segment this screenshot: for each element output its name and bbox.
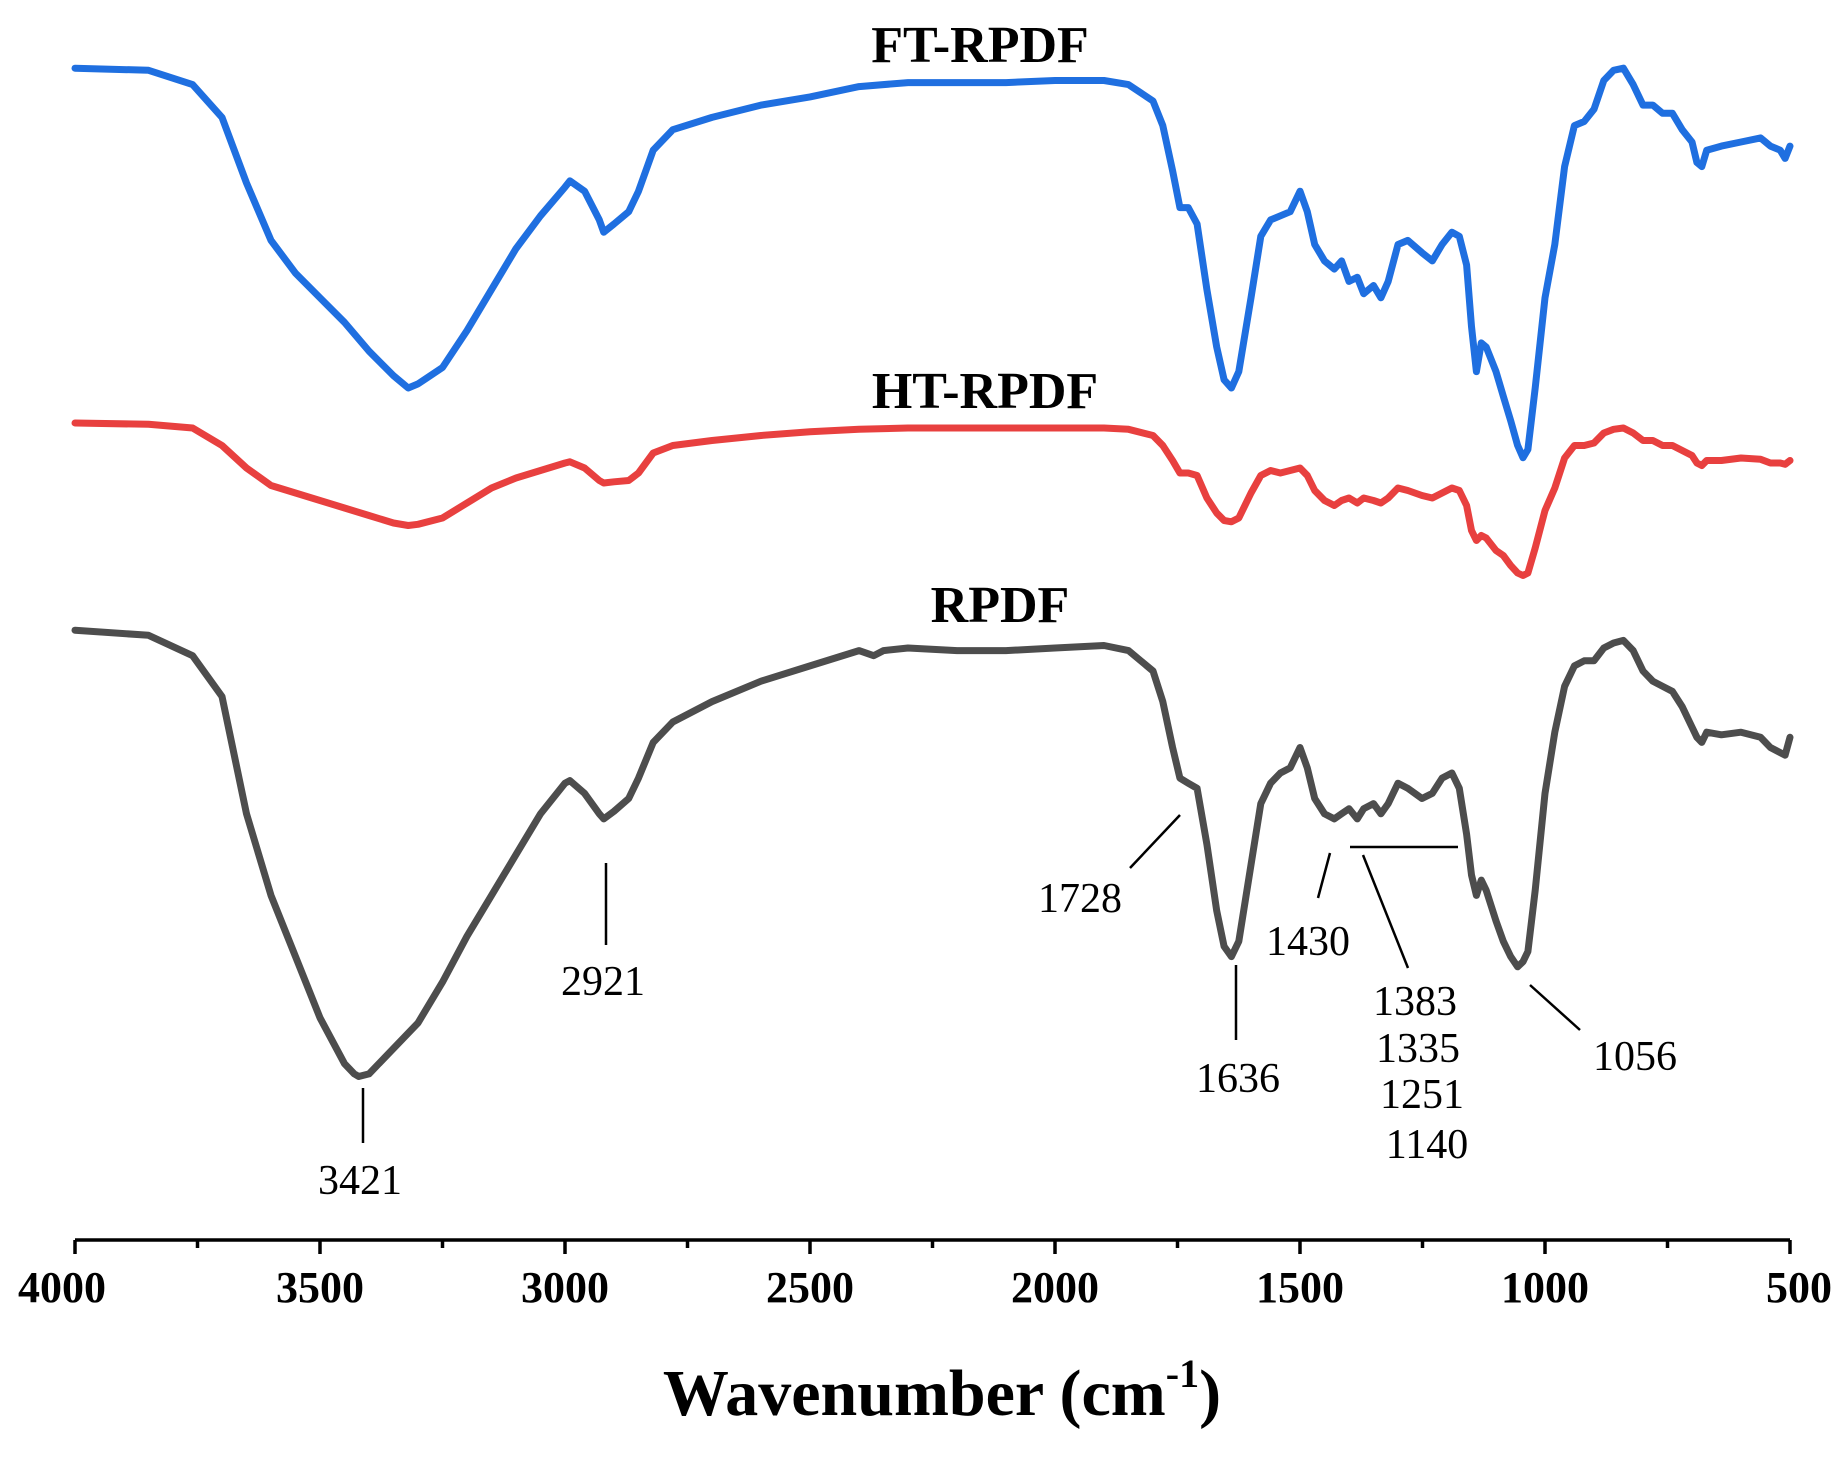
leader-1430	[1316, 852, 1332, 899]
series-title-ft-rpdf: FT-RPDF	[871, 17, 1089, 74]
annotation-1140: 1140	[1386, 1122, 1468, 1168]
annotation-2921: 2921	[561, 959, 645, 1005]
x-tick-label-3000: 3000	[521, 1263, 609, 1312]
x-axis-label-superscript: -1	[1166, 1351, 1199, 1396]
annotation-1251: 1251	[1380, 1072, 1464, 1118]
annotation-1383: 1383	[1373, 979, 1457, 1025]
series-line-ft-rpdf	[71, 64, 1794, 462]
leader-1056	[1529, 984, 1581, 1031]
x-tick-label-2000: 2000	[1011, 1263, 1099, 1312]
x-tick-label-1000: 1000	[1501, 1263, 1589, 1312]
series-line-rpdf	[71, 626, 1794, 1080]
series-title-rpdf: RPDF	[931, 577, 1070, 634]
x-axis-label: Wavenumber (cm-1)	[663, 1351, 1221, 1430]
x-tick-label-2500: 2500	[766, 1263, 854, 1312]
annotation-3421: 3421	[318, 1158, 402, 1204]
series-line-ht-rpdf	[71, 419, 1794, 579]
x-tick-label-4000: 4000	[18, 1263, 106, 1312]
annotation-1636: 1636	[1196, 1056, 1280, 1102]
x-ticks: 4000 3500 3000 2500 2000 1500 1000 500	[18, 1240, 1832, 1312]
annotation-1430: 1430	[1266, 919, 1350, 965]
leader-1383	[1361, 854, 1410, 969]
x-tick-label-1500: 1500	[1256, 1263, 1344, 1312]
annotation-1056: 1056	[1593, 1034, 1677, 1080]
x-axis-label-text: Wavenumber (cm	[663, 1357, 1166, 1430]
annotation-1728: 1728	[1038, 876, 1122, 922]
x-tick-label-500: 500	[1766, 1263, 1832, 1312]
series-title-ht-rpdf: HT-RPDF	[872, 363, 1098, 420]
annotation-1335: 1335	[1376, 1026, 1460, 1072]
x-tick-label-3500: 3500	[276, 1263, 364, 1312]
leader-1728	[1129, 814, 1181, 869]
x-axis-label-close: )	[1199, 1357, 1221, 1430]
